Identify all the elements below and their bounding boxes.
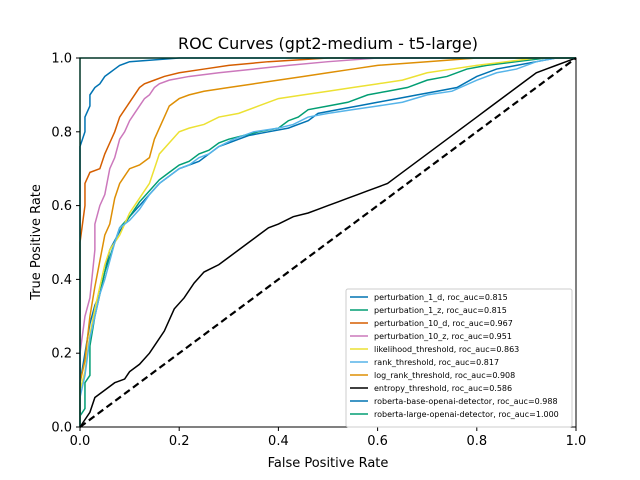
series-line-3 xyxy=(79,57,576,427)
series-line-8 xyxy=(79,57,576,427)
y-tick-label: 1.0 xyxy=(51,52,72,67)
series-line-2 xyxy=(79,57,576,427)
series-line-6 xyxy=(79,57,576,427)
x-tick-label: 1.0 xyxy=(566,434,587,449)
legend-entry: roberta-base-openai-detector, roc_auc=0.… xyxy=(374,397,558,406)
legend-entry: perturbation_1_z, roc_auc=0.815 xyxy=(374,306,507,315)
x-tick-label: 0.6 xyxy=(367,434,388,449)
series-line-5 xyxy=(79,57,576,427)
legend-entry: perturbation_10_d, roc_auc=0.967 xyxy=(374,319,513,328)
x-tick-label: 0.0 xyxy=(70,434,91,449)
legend-entry: likelihood_threshold, roc_auc=0.863 xyxy=(374,345,519,354)
y-tick-label: 0.4 xyxy=(51,273,72,288)
legend-entry: rank_threshold, roc_auc=0.817 xyxy=(374,358,499,367)
x-tick-label: 0.4 xyxy=(268,434,289,449)
x-axis: 0.0 0.2 0.4 0.6 0.8 1.0 xyxy=(70,427,587,449)
y-tick-label: 0.2 xyxy=(51,347,72,362)
series-line-7 xyxy=(79,57,577,428)
chance-diagonal-line xyxy=(79,57,577,428)
legend-entry: roberta-large-openai-detector, roc_auc=1… xyxy=(374,410,559,419)
y-tick-label: 0.6 xyxy=(51,199,72,214)
y-tick-label: 0.8 xyxy=(51,125,72,140)
plot-frame xyxy=(79,57,577,428)
roc-curves xyxy=(79,57,577,428)
legend-entry: perturbation_1_d, roc_auc=0.815 xyxy=(374,293,508,302)
chart-title: ROC Curves (gpt2-medium - t5-large) xyxy=(178,34,478,53)
legend-entry: perturbation_10_z, roc_auc=0.951 xyxy=(374,332,512,341)
series-line-0 xyxy=(79,57,576,427)
x-tick-label: 0.8 xyxy=(466,434,487,449)
y-axis: 0.0 0.2 0.4 0.6 0.8 1.0 xyxy=(51,52,80,436)
legend: perturbation_1_d, roc_auc=0.815 perturbat… xyxy=(345,288,573,428)
legend-entry: entropy_threshold, roc_auc=0.586 xyxy=(374,384,512,393)
series-line-4 xyxy=(79,57,576,427)
y-tick-label: 0.0 xyxy=(51,421,72,436)
legend-box xyxy=(345,288,573,428)
x-tick-label: 0.2 xyxy=(169,434,190,449)
x-axis-label: False Positive Rate xyxy=(268,456,389,471)
y-axis-label: True Positive Rate xyxy=(29,184,44,301)
legend-entry: log_rank_threshold, roc_auc=0.908 xyxy=(374,371,515,380)
